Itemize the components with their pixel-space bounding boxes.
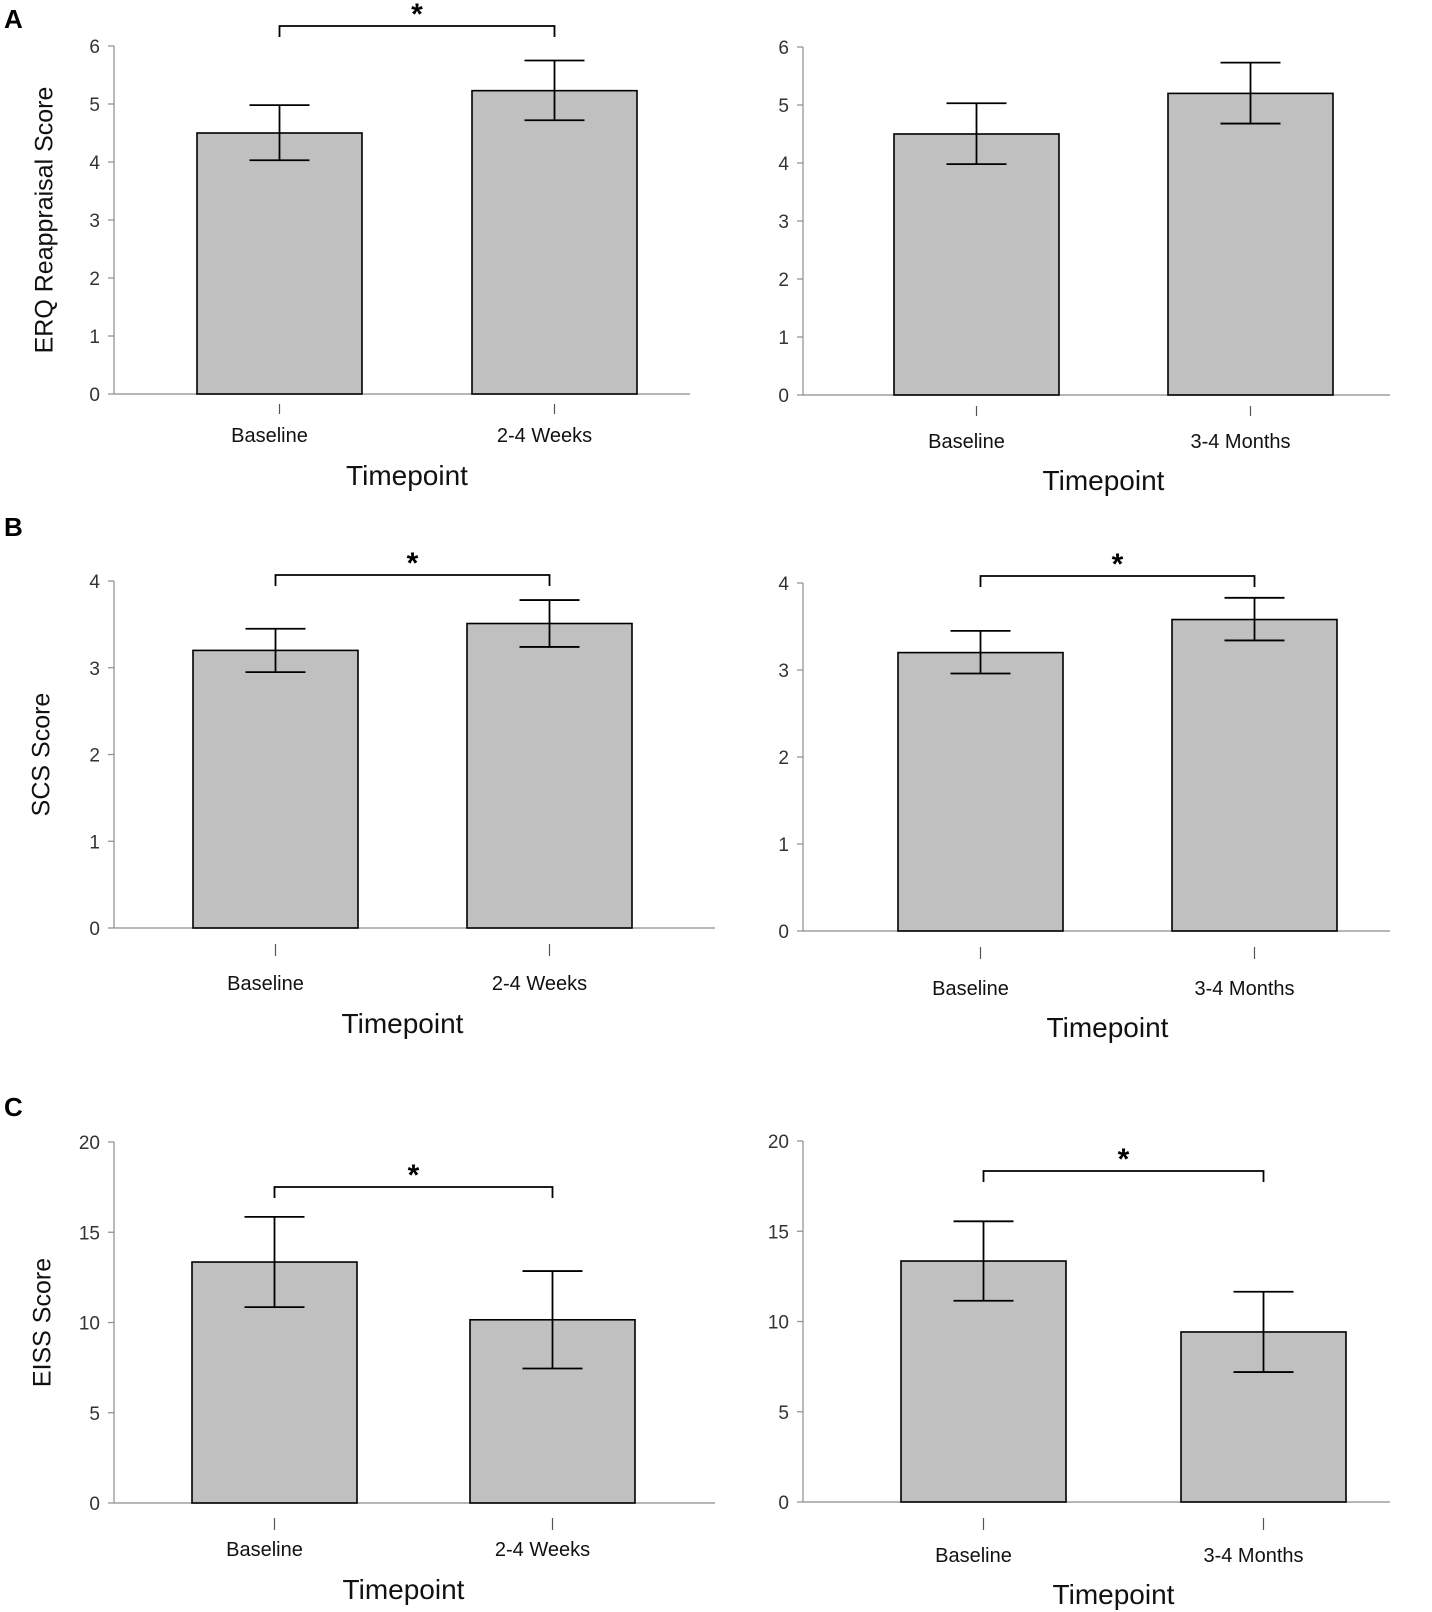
y-tick-label: 15	[79, 1223, 100, 1244]
x-axis-title: Timepoint	[343, 1574, 465, 1605]
y-tick-label: 1	[89, 327, 100, 348]
y-tick-label: 0	[778, 922, 789, 943]
y-tick-label: 10	[768, 1313, 789, 1334]
y-tick-label: 2	[89, 269, 100, 290]
x-axis-title: Timepoint	[1043, 465, 1165, 496]
bar-2-4-weeks	[466, 622, 633, 929]
chart-1: 0 1 2 3 4 5 6 Baseline 2-4 Weeks Timepoint ERQ Rea…	[31, 0, 690, 491]
y-tick-label: 6	[778, 38, 789, 59]
x-category-label: Baseline	[935, 1545, 1012, 1567]
x-category-label: Baseline	[227, 973, 304, 995]
chart-6: 0 5 10 15 20 Baseline 3-4 Months Timepoint *	[768, 1132, 1390, 1610]
y-tick-label: 10	[79, 1314, 100, 1335]
y-tick-label: 3	[778, 661, 789, 682]
significance-asterisk: *	[1118, 1143, 1130, 1176]
bar-baseline	[900, 1260, 1067, 1503]
y-tick-label: 5	[778, 96, 789, 117]
x-axis-title: Timepoint	[1047, 1012, 1169, 1043]
significance-bracket	[979, 575, 1256, 587]
y-tick-label: 3	[778, 212, 789, 233]
y-tick-label: 4	[89, 572, 100, 593]
x-category-label: 3-4 Months	[1190, 431, 1290, 453]
bar-baseline	[192, 649, 359, 929]
significance-bracket	[274, 574, 551, 586]
y-tick-label: 1	[778, 328, 789, 349]
y-tick-label: 6	[89, 37, 100, 58]
significance-bracket	[982, 1170, 1265, 1182]
panel-letter-c: C	[4, 1092, 23, 1122]
y-tick-label: 3	[89, 211, 100, 232]
y-tick-label: 15	[768, 1222, 789, 1243]
x-category-label: Baseline	[928, 431, 1005, 453]
significance-bracket	[273, 1186, 554, 1198]
chart-5: 0 5 10 15 20 Baseline 2-4 Weeks Timepoint EISS S…	[29, 1133, 715, 1605]
significance-asterisk: *	[411, 0, 423, 31]
x-category-label: Baseline	[226, 1539, 303, 1561]
y-tick-label: 4	[89, 153, 100, 174]
y-axis-title: EISS Score	[29, 1258, 57, 1387]
y-tick-label: 1	[89, 832, 100, 853]
bar-baseline	[196, 132, 363, 395]
y-tick-label: 0	[778, 386, 789, 407]
y-tick-label: 20	[79, 1133, 100, 1154]
y-tick-label: 1	[778, 835, 789, 856]
y-tick-label: 2	[89, 746, 100, 767]
bar-baseline	[893, 133, 1060, 396]
y-tick-label: 0	[778, 1493, 789, 1514]
chart-2: 0 1 2 3 4 5 6 Baseline 3-4 Months Timepoint	[778, 38, 1390, 496]
y-tick-label: 0	[89, 385, 100, 406]
x-category-label: Baseline	[231, 425, 308, 447]
significance-asterisk: *	[1112, 548, 1124, 581]
x-category-label: 2-4 Weeks	[497, 425, 592, 447]
y-tick-label: 4	[778, 154, 789, 175]
y-tick-label: 20	[768, 1132, 789, 1153]
y-tick-label: 5	[778, 1403, 789, 1424]
x-category-label: 3-4 Months	[1203, 1545, 1303, 1567]
y-tick-label: 0	[89, 919, 100, 940]
y-axis-title: ERQ Reappraisal Score	[31, 87, 59, 354]
bar-3-4-months	[1167, 92, 1334, 396]
x-axis-title: Timepoint	[346, 460, 468, 491]
x-category-label: 2-4 Weeks	[495, 1539, 590, 1561]
chart-4: 0 1 2 3 4 Baseline 3-4 Months Timepoint *	[778, 548, 1390, 1043]
y-tick-label: 5	[89, 95, 100, 116]
significance-asterisk: *	[408, 1159, 420, 1192]
x-axis-title: Timepoint	[342, 1008, 464, 1039]
significance-bracket	[278, 25, 556, 37]
y-tick-label: 4	[778, 574, 789, 595]
significance-asterisk: *	[407, 547, 419, 580]
x-axis-title: Timepoint	[1053, 1579, 1175, 1610]
y-tick-label: 5	[89, 1404, 100, 1425]
y-tick-label: 0	[89, 1494, 100, 1515]
x-category-label: 2-4 Weeks	[492, 973, 587, 995]
bar-2-4-weeks	[471, 89, 638, 395]
y-axis-title: SCS Score	[28, 693, 56, 817]
charts-container: 0 1 2 3 4 5 6 Baseline 2-4 Weeks Timepoint ERQ Rea…	[28, 0, 1390, 1610]
y-tick-label: 2	[778, 270, 789, 291]
x-category-label: Baseline	[932, 978, 1009, 1000]
chart-3: 0 1 2 3 4 Baseline 2-4 Weeks Timepoint SCS Score…	[28, 547, 715, 1039]
y-tick-label: 2	[778, 748, 789, 769]
y-tick-label: 3	[89, 659, 100, 680]
bar-3-4-months	[1171, 618, 1338, 932]
bar-baseline	[897, 651, 1064, 932]
panel-letter-b: B	[4, 512, 23, 542]
panel-letter-a: A	[4, 4, 23, 34]
x-category-label: 3-4 Months	[1194, 978, 1294, 1000]
